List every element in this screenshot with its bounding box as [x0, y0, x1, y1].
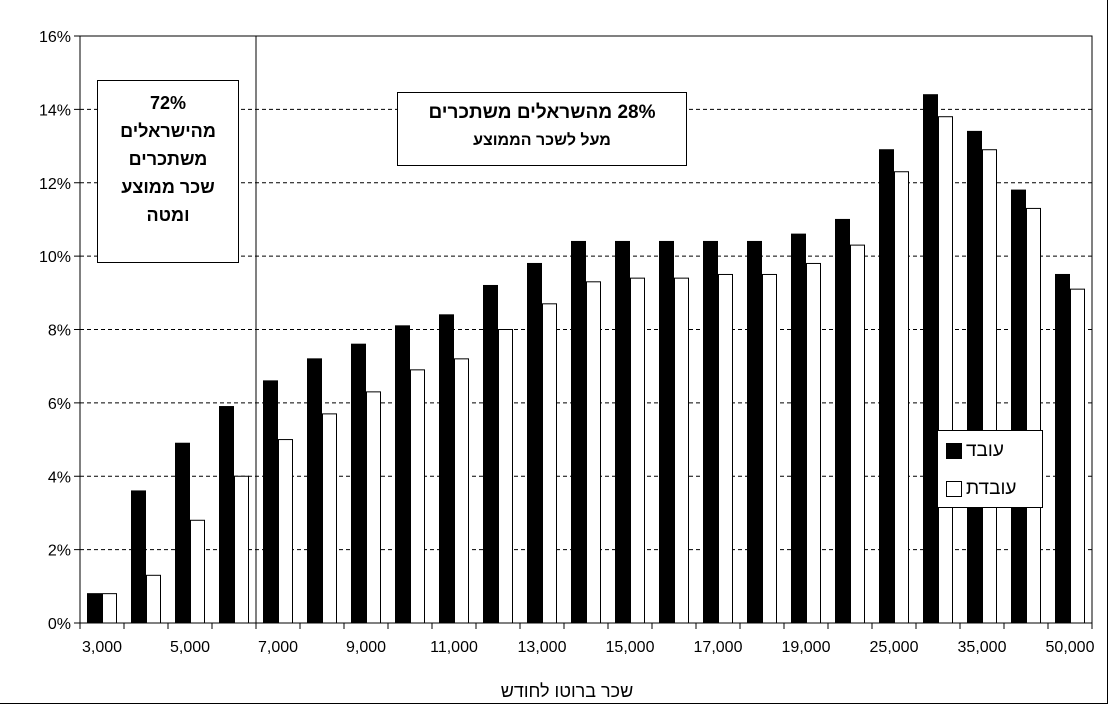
- bar: [571, 240, 586, 624]
- bar: [527, 262, 542, 624]
- bar: [454, 358, 469, 624]
- x-tick-label: 7,000: [258, 639, 298, 656]
- bar: [850, 244, 865, 624]
- annotation-left-line: 72%: [149, 93, 187, 113]
- bar: [351, 343, 366, 624]
- x-tick-label: 19,000: [782, 639, 831, 656]
- legend-swatch: [946, 481, 962, 497]
- legend: עובד עובדת: [937, 430, 1043, 508]
- bar: [982, 149, 997, 624]
- bar: [439, 314, 454, 624]
- bar: [131, 490, 146, 624]
- bars: [87, 94, 1085, 624]
- x-tick-label: 5,000: [170, 639, 210, 656]
- annotation-left-line: מהישראלים: [120, 121, 216, 141]
- x-tick-label: 35,000: [958, 639, 1007, 656]
- legend-item: עובד: [946, 439, 1038, 463]
- bar: [586, 281, 601, 624]
- bar: [630, 277, 645, 624]
- annotation-center: 28% מהשראלים משתכרים מעל לשכר הממוצע: [397, 92, 687, 166]
- bar: [1026, 207, 1041, 624]
- y-tick-label: 0%: [48, 616, 71, 633]
- annotation-left: 72% מהישראלים משתכרים שכר ממוצע ומטה: [97, 80, 239, 263]
- y-axis-ticks: 0% 2% 4% 6% 8% 10% 12% 14% 16%: [39, 29, 80, 633]
- bar: [395, 325, 410, 624]
- bar: [718, 273, 733, 624]
- bar: [190, 519, 205, 624]
- x-tick-label: 9,000: [346, 639, 386, 656]
- bar: [219, 406, 234, 624]
- bar: [615, 240, 630, 624]
- annotation-left-line: ומטה: [146, 205, 190, 225]
- bar: [263, 380, 278, 624]
- y-tick-label: 12%: [39, 176, 71, 193]
- bar: [835, 218, 850, 624]
- bar: [146, 574, 161, 624]
- annotation-center-line: מעל לשכר הממוצע: [473, 132, 611, 149]
- bar: [1070, 288, 1085, 624]
- x-tick-label: 25,000: [870, 639, 919, 656]
- bar: [1055, 273, 1070, 624]
- x-tick-label: 50,000: [1046, 639, 1095, 656]
- y-tick-label: 6%: [48, 396, 71, 413]
- x-tick-label: 17,000: [694, 639, 743, 656]
- annotation-left-line: שכר ממוצע: [121, 177, 215, 197]
- bar: [674, 277, 689, 624]
- x-axis-title: שכר ברוטו לחודש: [501, 681, 634, 701]
- bar: [175, 442, 190, 624]
- bar: [410, 369, 425, 624]
- bar: [87, 593, 102, 624]
- bar: [1011, 189, 1026, 624]
- annotation-left-line: משתכרים: [128, 149, 208, 169]
- x-tick-label: 11,000: [430, 639, 478, 656]
- bar: [659, 240, 674, 624]
- bar: [806, 262, 821, 624]
- bar: [234, 475, 249, 624]
- y-tick-label: 8%: [48, 323, 71, 340]
- bar: [322, 413, 337, 624]
- legend-swatch: [946, 443, 962, 459]
- y-tick-label: 2%: [48, 543, 71, 560]
- bar: [278, 439, 293, 624]
- bar: [923, 94, 938, 624]
- bar: [747, 240, 762, 624]
- bar: [938, 116, 953, 624]
- y-tick-label: 14%: [39, 102, 71, 119]
- bar: [483, 284, 498, 624]
- y-tick-label: 10%: [39, 249, 71, 266]
- x-axis-ticks: 3,000 5,000 7,000 9,000 11,000 13,000 15,000 17…: [79, 623, 1095, 656]
- bar: [762, 273, 777, 624]
- annotation-center-line: 28% מהשראלים משתכרים: [428, 102, 656, 123]
- y-tick-label: 16%: [39, 29, 71, 46]
- legend-label: עובדת: [966, 478, 1017, 499]
- bar: [366, 391, 381, 624]
- bar: [102, 593, 117, 624]
- x-tick-label: 15,000: [606, 639, 655, 656]
- bar: [967, 130, 982, 624]
- y-tick-label: 4%: [48, 469, 71, 486]
- bar: [307, 358, 322, 624]
- legend-label: עובד: [966, 440, 1004, 461]
- legend-item: עובדת: [946, 477, 1038, 501]
- x-tick-label: 13,000: [518, 639, 567, 656]
- bar: [791, 233, 806, 624]
- bar: [879, 149, 894, 624]
- bar: [894, 171, 909, 624]
- x-tick-label: 3,000: [82, 639, 122, 656]
- bar: [703, 240, 718, 624]
- bar: [542, 303, 557, 624]
- bar: [498, 329, 513, 624]
